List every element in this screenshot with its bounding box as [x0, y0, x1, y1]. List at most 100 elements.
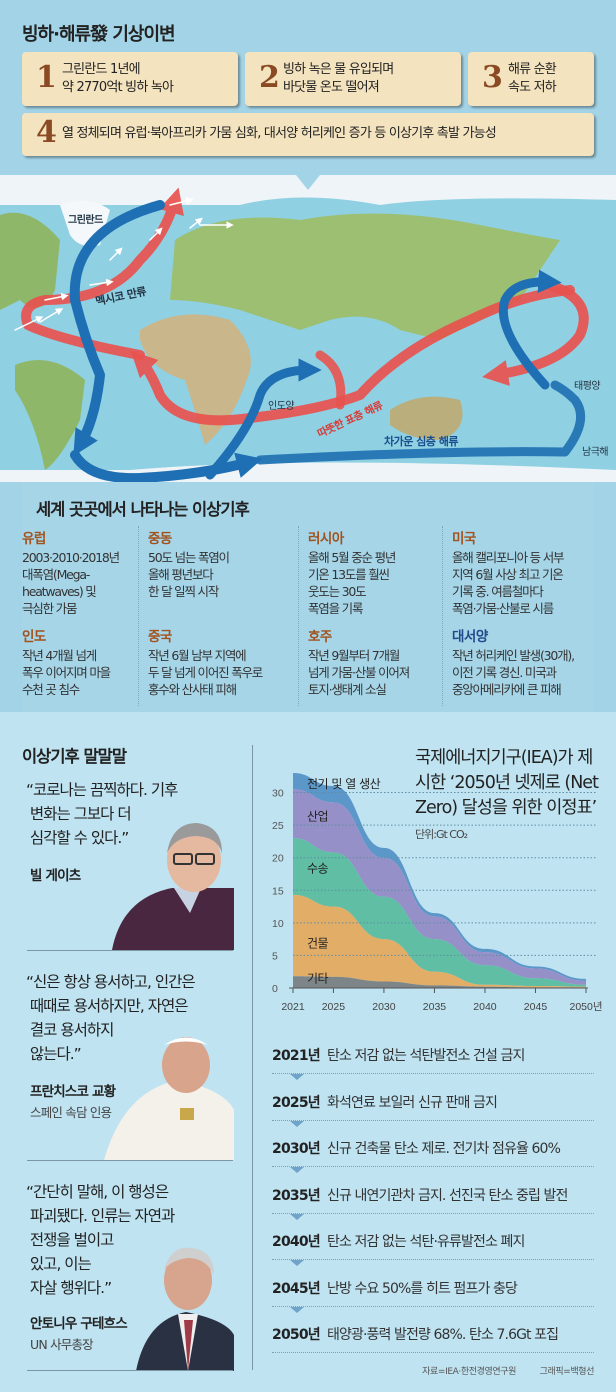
section-title: 세계 곳곳에서 나타나는 이상기후: [36, 500, 250, 519]
y-tick-label: 0: [272, 983, 278, 995]
x-tick-label: 2030: [372, 1001, 396, 1013]
quote-text: “간단히 말해, 이 행성은 파괴됐다. 인류는 자연과 전쟁을 벌이고 있고,…: [26, 1183, 175, 1297]
region-middle-east: 중동 50도 넘는 폭염이 올해 평년보다 한 달 일찍 시작: [148, 531, 230, 599]
down-arrow-icon: [290, 1120, 304, 1127]
series-label: 산업: [307, 809, 328, 823]
milestone-divider: [272, 1259, 594, 1260]
y-tick-label: 30: [272, 788, 284, 800]
milestone-divider: [272, 1119, 594, 1121]
gulf-stream-arrows: [14, 197, 234, 331]
warm-current-indian-path: [130, 285, 575, 426]
guterres-photo: [136, 1247, 234, 1371]
step-number: 4: [36, 115, 57, 150]
label-pacific: 태평양: [574, 381, 601, 392]
milestone-year: 2025년: [272, 1094, 321, 1111]
south-america-shape: [15, 360, 85, 470]
step-text: 열 정체되며 유럽·북아프리카 가뭄 심화, 대서양 허리케인 증가 등 이상기…: [62, 126, 497, 141]
ocean-current-map: 그린란드 멕시코 만류 인도양 태평양 남극해 따뜻한 표층 해류 차가운 심층…: [0, 175, 616, 484]
step-text: 해류 순환 속도 저하: [508, 62, 557, 95]
y-tick-label: 25: [272, 820, 284, 832]
region-europe: 유럽 2003·2010·2018년 대폭염(Mega- heatwaves) 및…: [22, 531, 120, 616]
down-arrow-icon: [290, 1167, 304, 1173]
area-4: [293, 773, 586, 981]
series-label: 전기 및 열 생산: [307, 777, 381, 791]
y-tick-label: 5: [272, 950, 278, 962]
x-tick-label: 2050년: [569, 1001, 602, 1013]
eurasia-shape: [170, 213, 560, 340]
step-card-4: 4 열 정체되며 유럽·북아프리카 가뭄 심화, 대서양 허리케인 증가 등 이…: [22, 113, 594, 156]
quote-author: 프란치스코 교황: [30, 1084, 116, 1100]
step-number: 2: [259, 60, 280, 95]
milestone-text: 탄소 저감 없는 석탄·유류발전소 폐지: [327, 1234, 525, 1250]
step-number: 1: [36, 60, 57, 95]
milestone-text: 화석연료 보일러 신규 판매 금지: [327, 1094, 498, 1111]
column-divider: [252, 745, 253, 1370]
milestone-year: 2045년: [272, 1280, 321, 1297]
y-tick-label: 20: [272, 853, 284, 865]
area-1: [293, 894, 586, 988]
milestone-text: 신규 내연기관차 금지. 선진국 탄소 중립 발전: [327, 1187, 568, 1204]
cold-current-atlantic-path: [69, 200, 165, 457]
region-atlantic: 대서양 작년 허리케인 발생(30개), 이전 기록 경신. 미국과 중앙아메리카…: [452, 629, 575, 697]
pope-francis-photo: [104, 1037, 234, 1160]
credit-source: 자료=IEA·한전경영연구원: [422, 1367, 516, 1377]
label-cold-current: 차가운 심층 해류: [384, 435, 459, 448]
y-tick-label: 15: [272, 885, 284, 897]
quote-author-role: 스페인 속담 인용: [30, 1105, 112, 1120]
north-america-shape: [0, 212, 60, 310]
quote-author: 안토니우 구테흐스: [30, 1316, 128, 1332]
divider: [138, 526, 139, 706]
label-indian-ocean: 인도양: [268, 401, 295, 412]
series-label: 수송: [307, 861, 329, 875]
regional-anomalies-section: 세계 곳곳에서 나타나는 이상기후 유럽 2003·2010·2018년 대폭염(…: [0, 482, 616, 712]
chart-unit: 단위:Gt CO₂: [415, 828, 468, 841]
region-india: 인도 작년 4개월 넘게 폭우 이어지며 마을 수천 곳 침수: [22, 629, 111, 697]
milestone-divider: [272, 1073, 594, 1074]
step-text: 빙하 녹은 물 유입되며 바닷물 온도 떨어져: [283, 62, 394, 95]
milestone-year: 2030년: [272, 1141, 321, 1157]
step-number: 3: [482, 60, 503, 95]
series-label: 기타: [307, 972, 329, 986]
down-arrow-icon: [290, 1213, 304, 1220]
milestone-year: 2035년: [272, 1187, 321, 1204]
africa-shape: [140, 314, 251, 445]
chart-title: 국제에너지기구(IEA)가 제시한 ‘2050년 넷제로 (Net Zero) …: [415, 746, 605, 847]
milestone-text: 난방 수요 50%를 히트 펌프가 충당: [327, 1280, 518, 1297]
cold-current-south-path: [70, 450, 263, 484]
region-australia: 호주 작년 9월부터 7개월 넘게 가뭄·산불 이어져 토지·생태계 소실: [308, 629, 410, 697]
milestone-divider: [272, 1166, 594, 1167]
header-section: 빙하·해류發 기상이변 1 그린란드 1년에 약 2770억t 빙하 녹아 2 …: [0, 0, 616, 176]
down-arrow-icon: [290, 1260, 304, 1266]
pointer-notch: [296, 175, 320, 190]
region-usa: 미국 올해 캘리포니아 등 서부 지역 6월 사상 최고 기온 기록 중. 여름철…: [452, 531, 565, 616]
quote-author: 빌 게이츠: [30, 868, 81, 884]
divider: [442, 526, 443, 706]
x-tick-label: 2045: [524, 1001, 548, 1013]
credit-graphic: 그래픽=백형선: [539, 1367, 595, 1377]
milestone-text: 탄소 저감 없는 석탄발전소 건설 금지: [327, 1048, 525, 1064]
bill-gates-photo: [112, 823, 234, 950]
step-card-3: 3 해류 순환 속도 저하: [468, 52, 594, 106]
quote-text: “신은 항상 용서하고, 인간은 때때로 용서하지만, 자연은 결코 용서하지 …: [26, 973, 196, 1063]
label-southern-ocean: 남극해: [582, 447, 609, 458]
milestone-divider: [272, 1352, 594, 1353]
divider: [27, 1160, 233, 1161]
label-greenland: 그린란드: [68, 215, 103, 226]
step-card-1: 1 그린란드 1년에 약 2770억t 빙하 녹아: [22, 52, 238, 106]
milestone-text: 신규 건축물 탄소 제로. 전기차 점유율 60%: [327, 1141, 561, 1157]
cold-current-deep-path: [255, 380, 586, 465]
divider: [27, 950, 233, 951]
x-tick-label: 2035: [423, 1001, 447, 1013]
australia-shape: [390, 396, 463, 440]
quote-text: “코로나는 끔찍하다. 기후 변화는 그보다 더 심각할 수 있다.”: [26, 781, 178, 847]
step-text: 그린란드 1년에 약 2770억t 빙하 녹아: [62, 62, 174, 95]
chart-title-text: 국제에너지기구(IEA)가 제시한 ‘2050년 넷제로 (Net Zero) …: [415, 748, 599, 818]
step-card-2: 2 빙하 녹은 물 유입되며 바닷물 온도 떨어져: [245, 52, 461, 106]
series-label: 건물: [307, 936, 329, 950]
milestone-text: 태양광·풍력 발전량 68%. 탄소 7.6Gt 포집: [327, 1327, 559, 1343]
area-2: [293, 838, 586, 987]
area-3: [293, 789, 586, 985]
milestone-year: 2021년: [272, 1048, 321, 1064]
down-arrow-icon: [290, 1074, 304, 1080]
